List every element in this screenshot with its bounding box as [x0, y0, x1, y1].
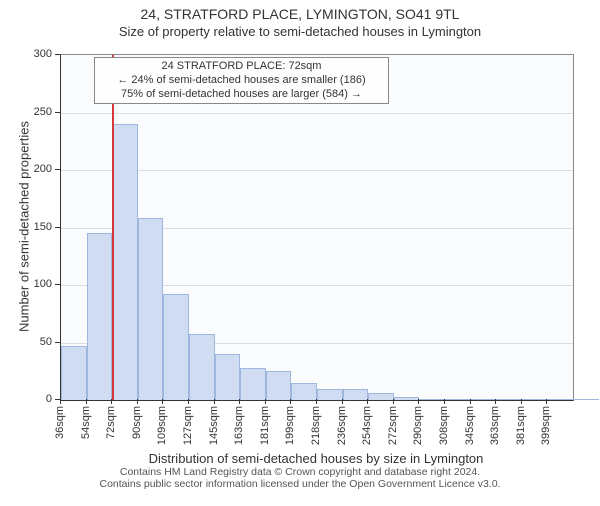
xtick-label: 236sqm: [336, 406, 348, 445]
xtick-label: 290sqm: [412, 406, 424, 445]
xtick-mark: [393, 399, 394, 404]
ytick-mark: [55, 284, 60, 285]
histogram-bar: [419, 399, 445, 400]
xtick-label: 90sqm: [131, 406, 143, 439]
annotation-line: 24 STRATFORD PLACE: 72sqm: [99, 60, 384, 74]
ytick-mark: [55, 169, 60, 170]
histogram-bar: [368, 393, 394, 400]
xtick-mark: [418, 399, 419, 404]
y-axis-label: Number of semi-detached properties: [17, 116, 32, 336]
footer-line1: Contains HM Land Registry data © Crown c…: [0, 466, 600, 478]
highlight-line: [112, 55, 114, 400]
xtick-mark: [111, 399, 112, 404]
histogram-bar: [343, 389, 369, 401]
xtick-mark: [444, 399, 445, 404]
gridline-h: [61, 113, 573, 114]
xtick-label: 127sqm: [182, 406, 194, 445]
xtick-label: 218sqm: [310, 406, 322, 445]
histogram-bar: [445, 399, 471, 400]
xtick-label: 254sqm: [361, 406, 373, 445]
histogram-bar: [87, 233, 113, 400]
histogram-bar: [266, 371, 292, 400]
xtick-label: 163sqm: [233, 406, 245, 445]
histogram-bar: [317, 389, 343, 401]
plot-area: [60, 54, 574, 401]
histogram-bar: [189, 334, 215, 400]
xtick-mark: [239, 399, 240, 404]
footer-line2: Contains public sector information licen…: [0, 478, 600, 490]
xtick-label: 345sqm: [464, 406, 476, 445]
chart-container: 24, STRATFORD PLACE, LYMINGTON, SO41 9TL…: [0, 6, 600, 506]
xtick-mark: [137, 399, 138, 404]
histogram-bar: [61, 346, 87, 400]
xtick-label: 109sqm: [156, 406, 168, 445]
xtick-mark: [86, 399, 87, 404]
xtick-label: 72sqm: [105, 406, 117, 439]
xtick-label: 399sqm: [540, 406, 552, 445]
xtick-label: 272sqm: [387, 406, 399, 445]
annotation-box: 24 STRATFORD PLACE: 72sqm← 24% of semi-d…: [94, 57, 389, 104]
xtick-mark: [214, 399, 215, 404]
ytick-mark: [55, 227, 60, 228]
xtick-mark: [60, 399, 61, 404]
histogram-bar: [496, 399, 522, 400]
chart-subtitle: Size of property relative to semi-detach…: [0, 24, 600, 39]
xtick-mark: [290, 399, 291, 404]
xtick-mark: [546, 399, 547, 404]
xtick-mark: [188, 399, 189, 404]
annotation-line: 75% of semi-detached houses are larger (…: [99, 88, 384, 102]
histogram-bar: [522, 399, 548, 400]
xtick-mark: [495, 399, 496, 404]
xtick-label: 308sqm: [438, 406, 450, 445]
histogram-bar: [573, 399, 599, 400]
xtick-mark: [316, 399, 317, 404]
histogram-bar: [112, 124, 138, 400]
histogram-bar: [291, 383, 317, 400]
histogram-bar: [394, 397, 420, 400]
chart-title: 24, STRATFORD PLACE, LYMINGTON, SO41 9TL: [0, 6, 600, 22]
xtick-mark: [521, 399, 522, 404]
xtick-mark: [367, 399, 368, 404]
gridline-h: [61, 170, 573, 171]
histogram-bar: [471, 399, 497, 400]
xtick-label: 381sqm: [515, 406, 527, 445]
xtick-mark: [265, 399, 266, 404]
xtick-mark: [342, 399, 343, 404]
ytick-label: 300: [0, 48, 52, 60]
annotation-line: ← 24% of semi-detached houses are smalle…: [99, 74, 384, 88]
xtick-mark: [162, 399, 163, 404]
xtick-label: 54sqm: [80, 406, 92, 439]
ytick-mark: [55, 342, 60, 343]
histogram-bar: [138, 218, 164, 400]
xtick-mark: [470, 399, 471, 404]
xtick-label: 181sqm: [259, 406, 271, 445]
histogram-bar: [240, 368, 266, 400]
footer: Contains HM Land Registry data © Crown c…: [0, 466, 600, 490]
ytick-mark: [55, 54, 60, 55]
histogram-bar: [163, 294, 189, 400]
x-axis-label: Distribution of semi-detached houses by …: [60, 451, 572, 466]
xtick-label: 145sqm: [208, 406, 220, 445]
xtick-label: 363sqm: [489, 406, 501, 445]
histogram-bar: [215, 354, 241, 400]
histogram-bar: [547, 399, 573, 400]
ytick-label: 50: [0, 336, 52, 348]
xtick-label: 199sqm: [284, 406, 296, 445]
ytick-mark: [55, 112, 60, 113]
ytick-label: 0: [0, 393, 52, 405]
xtick-label: 36sqm: [54, 406, 66, 439]
